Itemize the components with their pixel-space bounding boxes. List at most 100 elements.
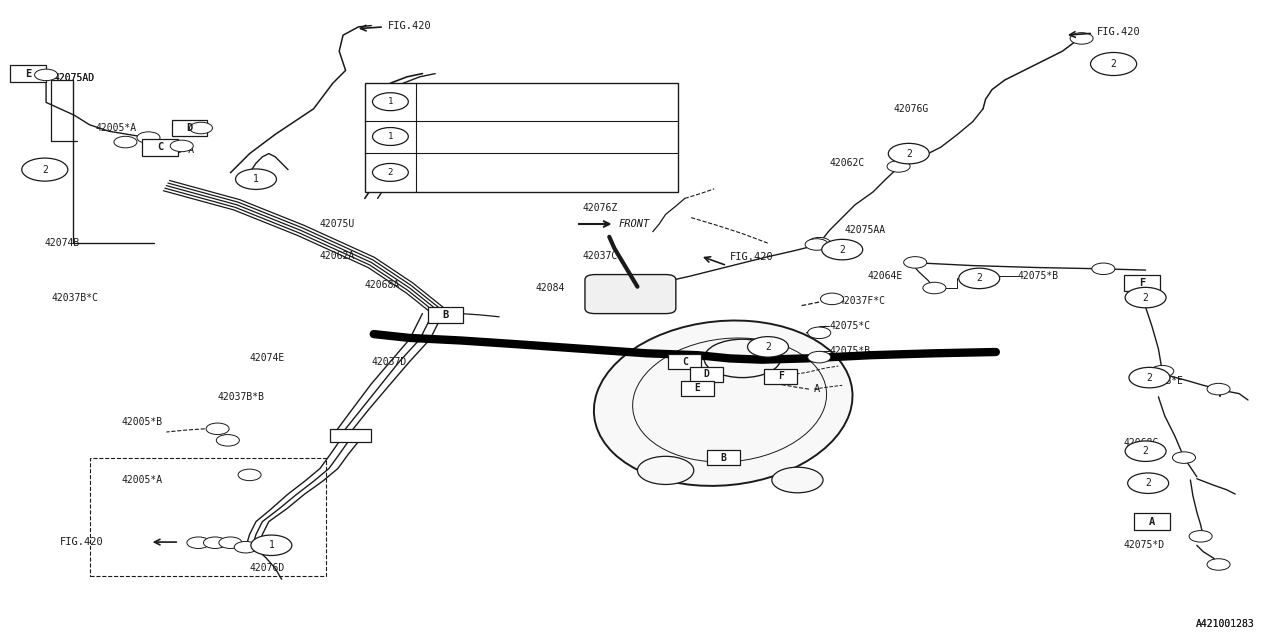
Text: A421001283: A421001283 [1196,619,1254,629]
FancyBboxPatch shape [668,354,701,369]
Text: 0923S*B <07MY0703->: 0923S*B <07MY0703-> [426,132,529,141]
FancyBboxPatch shape [365,83,678,192]
Circle shape [372,93,408,111]
Text: 1: 1 [269,540,274,550]
Circle shape [114,136,137,148]
Text: A: A [814,384,820,394]
Text: 0923S*A: 0923S*A [426,168,463,177]
Text: 2: 2 [1143,446,1148,456]
Circle shape [904,257,927,268]
FancyBboxPatch shape [1134,513,1170,530]
Text: 42075U: 42075U [320,219,356,229]
Circle shape [748,337,788,357]
Text: 42005*A: 42005*A [154,145,195,156]
FancyBboxPatch shape [585,275,676,314]
Text: A: A [1149,516,1155,527]
Text: 2: 2 [977,273,982,284]
Circle shape [1151,365,1174,377]
Text: 42075*B: 42075*B [829,346,870,356]
FancyBboxPatch shape [764,369,797,384]
Text: 42037F*C: 42037F*C [838,296,886,306]
Circle shape [808,351,831,363]
Circle shape [808,237,831,249]
Circle shape [216,435,239,446]
Text: 42005*B: 42005*B [122,417,163,428]
Text: 42037B*B: 42037B*B [218,392,265,402]
Text: 2: 2 [765,342,771,352]
Text: FIG.420: FIG.420 [1097,27,1140,37]
Text: 42076Z: 42076Z [582,203,618,213]
Text: 42084: 42084 [535,283,564,293]
FancyBboxPatch shape [142,139,178,156]
Text: E: E [26,68,31,79]
Circle shape [805,239,828,250]
Circle shape [170,140,193,152]
Text: 42076G: 42076G [893,104,929,114]
Text: 42037B*E: 42037B*E [1137,376,1184,386]
Circle shape [372,163,408,181]
FancyBboxPatch shape [172,120,207,136]
Text: 2: 2 [840,244,845,255]
Text: 42076D: 42076D [250,563,285,573]
Circle shape [35,69,58,81]
FancyBboxPatch shape [10,65,46,82]
Text: F: F [1139,278,1144,288]
FancyBboxPatch shape [1124,275,1160,291]
Circle shape [888,143,929,164]
Circle shape [808,327,831,339]
Circle shape [236,169,276,189]
Circle shape [959,268,1000,289]
Text: FRONT: FRONT [618,219,649,229]
FancyBboxPatch shape [681,381,714,396]
Text: 42037B*C: 42037B*C [51,292,99,303]
FancyBboxPatch shape [707,450,740,465]
Text: 1: 1 [388,132,393,141]
Text: 42068C: 42068C [1124,438,1160,448]
Circle shape [1207,559,1230,570]
Text: A421001283: A421001283 [1196,619,1254,629]
Circle shape [189,122,212,134]
Text: D: D [187,123,192,133]
FancyBboxPatch shape [690,367,723,382]
Text: 42074B: 42074B [45,238,81,248]
Text: F: F [778,371,783,381]
Text: 2: 2 [388,168,393,177]
Circle shape [772,467,823,493]
Circle shape [820,293,844,305]
Text: C: C [682,356,687,367]
FancyBboxPatch shape [330,429,371,442]
Text: 42075AD: 42075AD [54,73,95,83]
Circle shape [1172,452,1196,463]
Text: 1: 1 [253,174,259,184]
Text: E: E [695,383,700,394]
Circle shape [822,239,863,260]
Text: B: B [443,310,448,320]
Text: 2: 2 [1147,372,1152,383]
Text: 42075AA: 42075AA [845,225,886,236]
Text: 42074E: 42074E [250,353,285,364]
Circle shape [1091,52,1137,76]
Circle shape [372,127,408,145]
Text: FIG.420: FIG.420 [388,20,431,31]
Text: 2: 2 [906,148,911,159]
Text: 42075AD: 42075AD [54,73,95,83]
Circle shape [187,537,210,548]
Circle shape [1125,287,1166,308]
Text: FIG.420: FIG.420 [730,252,773,262]
Circle shape [219,537,242,548]
Circle shape [1129,367,1170,388]
Circle shape [1128,473,1169,493]
Ellipse shape [594,321,852,486]
Text: 42062C: 42062C [829,158,865,168]
Text: 2: 2 [1111,59,1116,69]
Circle shape [1070,33,1093,44]
Text: D: D [704,369,709,380]
Circle shape [204,537,227,548]
Circle shape [1207,383,1230,395]
Circle shape [234,541,257,553]
Text: 42037D: 42037D [371,356,407,367]
Text: 2: 2 [1143,292,1148,303]
Circle shape [137,132,160,143]
Circle shape [1092,263,1115,275]
FancyBboxPatch shape [428,307,463,323]
